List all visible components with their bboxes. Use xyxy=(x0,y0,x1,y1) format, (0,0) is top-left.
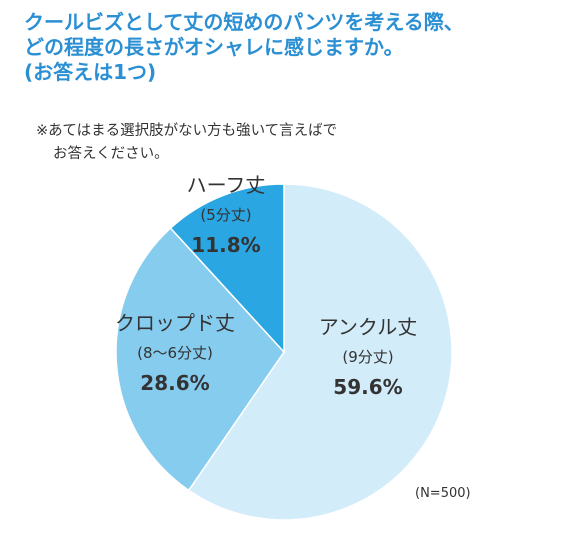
sample-size: (N=500) xyxy=(415,486,471,501)
note-line-2: お答えください。 xyxy=(53,146,169,162)
slice-label-2: クロップド丈 xyxy=(115,311,235,335)
slice-label-3: ハーフ丈 xyxy=(187,173,266,197)
chart-title: クールビズとして丈の短めのパンツを考える際、 どの程度の長さがオシャレに感じます… xyxy=(24,10,559,85)
slice-label-1: アンクル丈 xyxy=(319,315,418,339)
note-line-1: ※あてはまる選択肢がない方も強いて言えばで xyxy=(36,123,338,139)
slice-percent-2: 28.6% xyxy=(140,371,209,395)
slice-percent-1: 59.6% xyxy=(333,375,402,399)
slice-percent-3: 11.8% xyxy=(191,233,260,257)
slice-sublabel-3: (5分丈) xyxy=(200,206,251,224)
pie-slice-1 xyxy=(187,183,453,521)
title-line-1: クールビズとして丈の短めのパンツを考える際、 xyxy=(24,10,464,34)
survey-note: ※あてはまる選択肢がない方も強いて言えばで お答えください。 xyxy=(36,120,337,166)
title-line-2: どの程度の長さがオシャレに感じますか。 xyxy=(24,35,404,59)
slice-sublabel-1: (9分丈) xyxy=(342,348,393,366)
title-line-3: (お答えは1つ) xyxy=(24,60,157,84)
slice-sublabel-2: (8〜6分丈) xyxy=(137,344,213,362)
pie-slice-2 xyxy=(115,227,285,492)
pie-slice-3 xyxy=(169,183,285,354)
